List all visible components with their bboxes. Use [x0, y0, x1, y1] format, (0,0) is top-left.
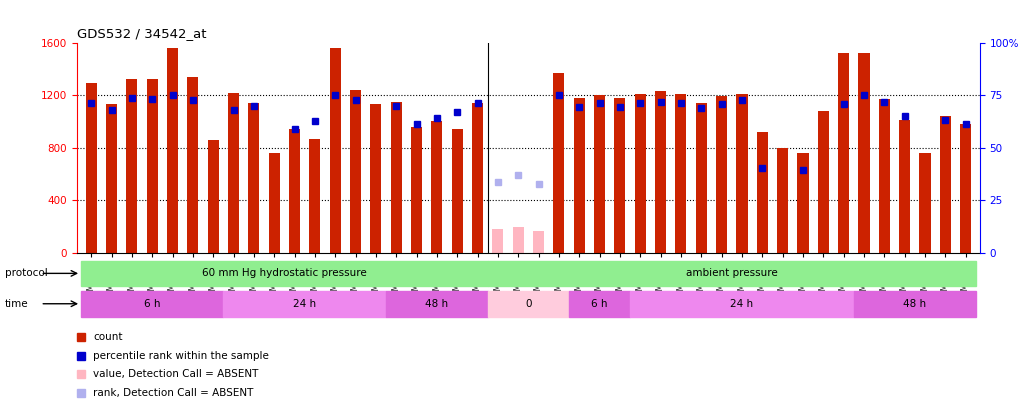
Text: 6 h: 6 h — [591, 299, 607, 309]
Bar — [391, 102, 402, 253]
Text: percentile rank within the sample: percentile rank within the sample — [93, 351, 269, 361]
Bar — [207, 140, 219, 253]
Bar — [487, 261, 976, 286]
Bar — [451, 130, 463, 253]
Bar — [431, 122, 442, 253]
Text: time: time — [5, 299, 29, 309]
Bar — [777, 148, 788, 253]
Bar — [224, 291, 386, 317]
Bar — [386, 291, 487, 317]
Bar — [329, 48, 341, 253]
Text: 60 mm Hg hydrostatic pressure: 60 mm Hg hydrostatic pressure — [202, 269, 366, 278]
Bar — [188, 77, 198, 253]
Text: 24 h: 24 h — [293, 299, 316, 309]
Text: count: count — [93, 332, 123, 342]
Bar — [940, 116, 951, 253]
Text: protocol: protocol — [5, 269, 48, 278]
Text: rank, Detection Call = ABSENT: rank, Detection Call = ABSENT — [93, 388, 253, 398]
Text: 48 h: 48 h — [903, 299, 926, 309]
Bar — [919, 153, 931, 253]
Text: 0: 0 — [525, 299, 531, 309]
Bar — [487, 291, 569, 317]
Bar — [675, 94, 686, 253]
Text: 6 h: 6 h — [144, 299, 160, 309]
Text: value, Detection Call = ABSENT: value, Detection Call = ABSENT — [93, 369, 259, 379]
Bar — [248, 103, 260, 253]
Bar — [309, 139, 320, 253]
Bar — [532, 231, 544, 253]
Bar — [655, 91, 666, 253]
Bar — [615, 98, 626, 253]
Bar — [167, 48, 179, 253]
Bar — [756, 132, 767, 253]
Bar — [85, 83, 96, 253]
Text: ambient pressure: ambient pressure — [685, 269, 778, 278]
Bar — [635, 94, 645, 253]
Bar — [630, 291, 854, 317]
Bar — [228, 93, 239, 253]
Bar — [370, 104, 382, 253]
Bar — [513, 227, 524, 253]
Bar — [838, 53, 850, 253]
Bar — [899, 120, 910, 253]
Bar — [126, 79, 137, 253]
Bar — [81, 291, 224, 317]
Bar — [574, 98, 585, 253]
Bar — [716, 96, 727, 253]
Bar — [818, 111, 829, 253]
Bar — [859, 53, 869, 253]
Bar — [696, 103, 707, 253]
Bar — [960, 124, 972, 253]
Bar — [569, 291, 630, 317]
Text: GDS532 / 34542_at: GDS532 / 34542_at — [77, 28, 206, 40]
Bar — [594, 95, 605, 253]
Bar — [106, 104, 117, 253]
Bar — [737, 94, 748, 253]
Bar — [797, 153, 808, 253]
Bar — [147, 79, 158, 253]
Bar — [854, 291, 976, 317]
Bar — [81, 261, 487, 286]
Bar — [411, 127, 422, 253]
Text: 48 h: 48 h — [426, 299, 448, 309]
Bar — [289, 130, 301, 253]
Bar — [878, 99, 890, 253]
Text: 24 h: 24 h — [731, 299, 753, 309]
Bar — [269, 153, 280, 253]
Bar — [492, 229, 504, 253]
Bar — [553, 73, 564, 253]
Bar — [350, 90, 361, 253]
Bar — [472, 103, 483, 253]
